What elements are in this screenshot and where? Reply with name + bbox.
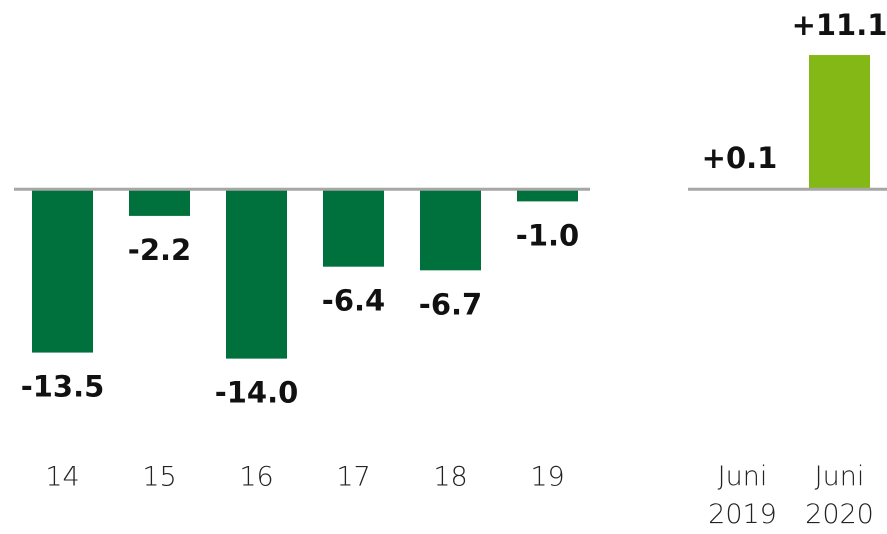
bar — [323, 189, 384, 267]
bar — [809, 55, 870, 190]
bar — [226, 189, 287, 359]
value-label: -6.4 — [322, 284, 385, 318]
x-tick-label: Juni 2019 — [708, 461, 777, 530]
x-tick-label: 17 — [336, 462, 370, 493]
x-tick-label: Juni 2020 — [805, 461, 874, 530]
x-tick-label: 19 — [530, 462, 564, 493]
value-label: -2.2 — [128, 233, 191, 267]
value-label: -13.5 — [21, 370, 105, 404]
bar — [420, 189, 481, 271]
bar — [129, 189, 190, 216]
x-tick-label: 16 — [239, 462, 273, 493]
bar — [517, 189, 578, 202]
x-tick-label: 14 — [45, 462, 79, 493]
bar — [32, 189, 93, 353]
value-label: -6.7 — [419, 287, 482, 321]
x-tick-label: 18 — [433, 462, 467, 493]
value-label: -1.0 — [516, 218, 579, 252]
x-tick-label: 15 — [142, 462, 176, 493]
value-label: -14.0 — [215, 376, 299, 410]
value-label: +11.1 — [792, 8, 887, 42]
value-label: +0.1 — [702, 141, 778, 175]
